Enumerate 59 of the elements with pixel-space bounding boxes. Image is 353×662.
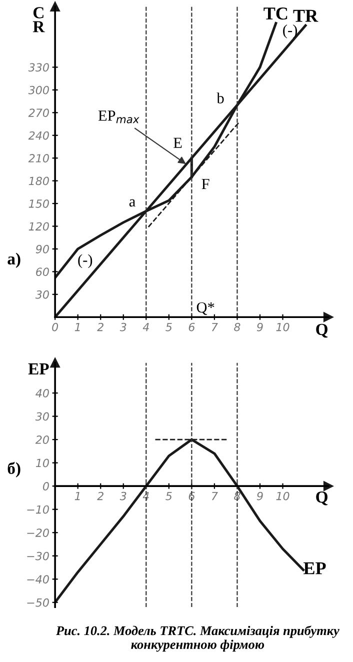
- y-tick-label: 240: [28, 131, 49, 140]
- y-tick-label: 60: [36, 268, 49, 276]
- y-tick-label: 330: [28, 63, 49, 72]
- x-tick-label: 8: [234, 322, 240, 332]
- y-axis-title: EP: [28, 363, 49, 374]
- text: а): [8, 252, 20, 268]
- annotation: a: [129, 199, 136, 207]
- annotation: F: [202, 179, 210, 190]
- y-tick-label: 0: [42, 482, 49, 490]
- x-tick-label: 2: [97, 322, 104, 332]
- x-tick-label: 4: [142, 322, 149, 332]
- series-label: TR: [293, 10, 318, 22]
- text: б): [8, 462, 20, 478]
- x-tick-label: 7: [212, 492, 218, 500]
- x-tick-label: 8: [234, 492, 240, 500]
- x-tick-label: 6: [188, 492, 195, 500]
- x-tick-label: 6: [188, 322, 195, 332]
- y-axis-title: C R: [32, 7, 45, 32]
- annotation: EP$_{max}$: [98, 110, 140, 124]
- y-tick-label: 20: [35, 436, 49, 444]
- annotation: (-): [283, 24, 297, 38]
- y-tick-label: −40: [27, 575, 49, 584]
- y-tick-label: 120: [28, 222, 49, 231]
- y-tick-label: −10: [27, 505, 49, 514]
- x-tick-label: 1: [74, 322, 80, 332]
- text: Рис. 10.2. Модель TRTC. Максимізація прибутку конкурентною фірмою: [56, 626, 340, 652]
- annotation: b: [216, 92, 224, 104]
- annotation: (-): [78, 254, 92, 268]
- x-tick-label: 10: [276, 492, 290, 500]
- x-tick-label: 3: [120, 322, 126, 332]
- x-tick-label: 5: [166, 492, 172, 500]
- annotation: E: [174, 138, 182, 148]
- y-tick-label: −50: [27, 598, 49, 607]
- series-label: TC: [264, 7, 288, 20]
- series-label: EP: [304, 562, 326, 574]
- y-tick-label: 300: [28, 86, 49, 94]
- y-tick-label: 270: [28, 108, 49, 118]
- y-tick-label: 40: [36, 388, 49, 398]
- x-axis-title: Q: [316, 491, 328, 506]
- y-tick-label: −30: [27, 552, 49, 560]
- x-tick-label: 2: [97, 492, 104, 500]
- x-tick-label: 5: [166, 322, 172, 332]
- y-tick-label: 210: [28, 154, 49, 162]
- x-tick-label: 1: [74, 492, 80, 500]
- y-tick-label: 90: [36, 244, 49, 254]
- y-tick-label: 180: [28, 176, 49, 186]
- x-axis-title: Q: [316, 324, 328, 338]
- y-tick-label: 150: [28, 199, 49, 208]
- x-tick-label: 9: [256, 322, 263, 332]
- x-tick-label: 9: [256, 492, 263, 500]
- y-tick-label: 10: [36, 458, 49, 468]
- y-tick-label: 30: [35, 290, 49, 299]
- x-tick-label: 7: [212, 322, 218, 332]
- y-tick-label: −20: [27, 528, 49, 537]
- x-tick-label: 0: [52, 322, 58, 332]
- x-tick-label: 3: [120, 492, 126, 500]
- x-tick-label: 10: [276, 322, 290, 332]
- annotation: Q*: [196, 302, 214, 315]
- y-tick-label: 30: [35, 412, 49, 421]
